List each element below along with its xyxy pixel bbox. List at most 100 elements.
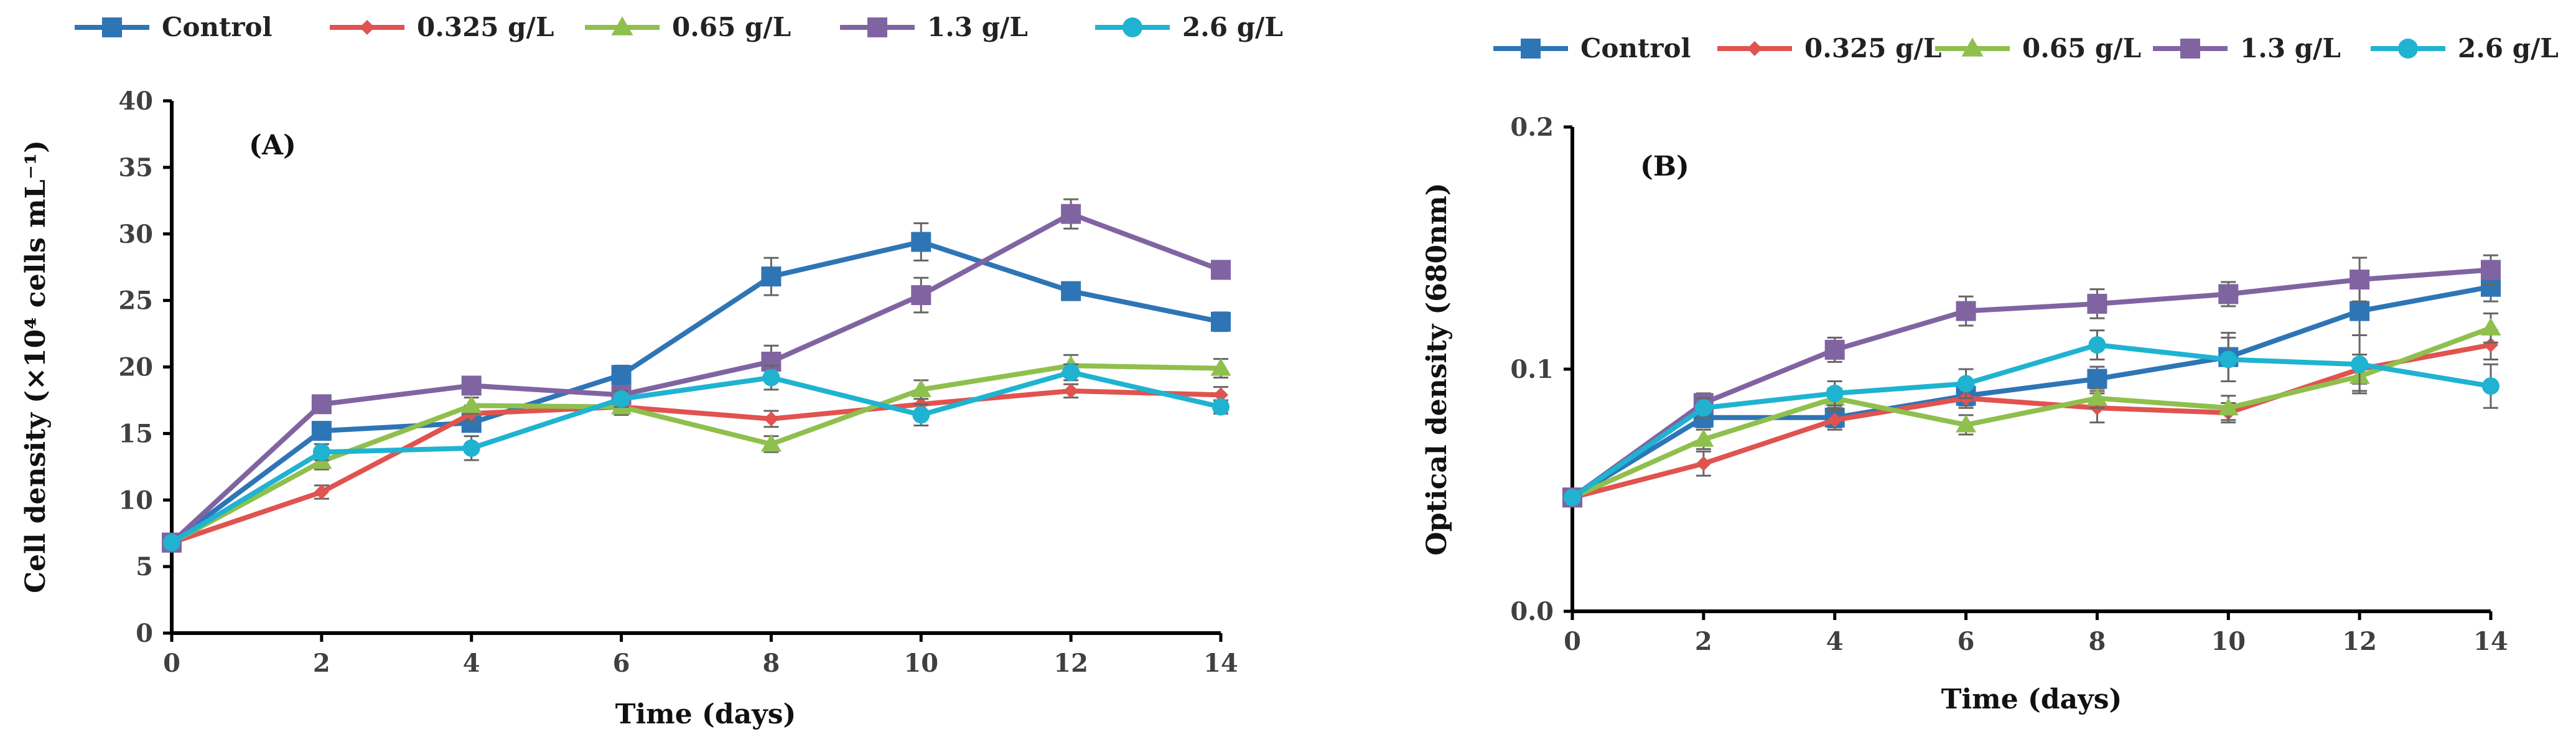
legend-label: 2.6 g/L [1182,12,1283,42]
legend-label: 0.325 g/L [417,12,554,42]
data-point [461,375,482,396]
legend-marker [1521,39,1541,59]
data-point [462,439,480,457]
y-tick-label: 0.2 [1510,113,1554,142]
data-point [1210,358,1231,376]
legend-marker [611,16,633,35]
y-tick-label: 5 [136,552,153,581]
data-point [2350,270,2370,290]
y-tick-label: 40 [118,87,153,116]
panel-label-b: (B) [1640,151,1689,182]
x-tick-label: 4 [1826,627,1844,656]
axes-a: 0 5 10 15 20 25 30 35 40 0 2 4 6 8 10 12 14 [118,87,1238,678]
x-tick-label: 2 [313,649,330,678]
data-point [2218,397,2239,416]
legend-label: Control [162,12,272,42]
data-point [1696,456,1711,471]
legend-item: 0.65 g/L [585,12,791,42]
data-point [1564,489,1581,507]
legend-label: 1.3 g/L [2240,33,2341,63]
legend-marker [1961,37,1984,57]
legend-item: 0.325 g/L [1717,33,1941,63]
x-tick-label: 6 [613,649,630,678]
data-point [2480,317,2501,336]
data-point [611,365,632,385]
legend-item: 0.65 g/L [1935,33,2141,63]
x-tick-label: 0 [1564,627,1581,656]
legend-label: 2.6 g/L [2458,33,2559,63]
data-point [1827,412,1842,428]
legend-label: Control [1580,33,1691,63]
series-line [1571,326,2492,500]
y-tick-label: 20 [118,353,153,382]
data-point [1212,398,1230,416]
data-point [2087,293,2107,314]
data-point [1826,384,1844,402]
data-point [2483,337,2498,353]
data-point [1063,383,1079,398]
series-2-6-g-l [163,363,1230,552]
data-point [910,379,931,397]
series-line [1571,342,2491,501]
series-line [170,211,1222,545]
data-point [1956,301,1976,321]
legend-marker [2398,39,2418,59]
data-point [314,484,329,500]
data-point [163,533,180,552]
y-axis-label-b: Optical density (680nm) [1421,183,1453,556]
y-tick-label: 30 [118,220,153,249]
data-point [760,433,782,452]
x-tick-label: 14 [2473,627,2508,656]
data-point [912,406,930,424]
legend-marker [1747,41,1762,56]
plot-area-b [1562,254,2501,508]
data-point [1694,399,1712,417]
series-line [1570,267,2491,500]
series-2-6-g-l [1564,329,2499,507]
data-point [1211,311,1231,332]
data-point [2481,260,2501,280]
data-point [612,390,630,408]
legend-label: 0.65 g/L [2022,33,2141,63]
legend-item: Control [75,12,272,42]
x-tick-label: 6 [1958,627,1975,656]
data-point [2351,355,2369,374]
data-point [2087,369,2107,389]
data-point [2086,388,2107,406]
data-point [1061,281,1081,301]
series-line [170,388,1221,545]
data-point [312,443,330,461]
y-tick-label: 0.1 [1510,355,1554,384]
series-line [170,370,1221,545]
x-tick-label: 10 [903,649,938,678]
data-point [2219,350,2238,369]
legend-item: 2.6 g/L [1095,12,1283,42]
y-tick-label: 0 [136,619,153,648]
legend-item: Control [1493,33,1691,63]
data-point [1061,204,1081,224]
legend-item: 2.6 g/L [2371,33,2559,63]
series-line [170,239,1221,545]
x-axis-label-a: Time (days) [615,698,796,730]
data-point [911,285,931,306]
y-tick-label: 15 [118,419,153,448]
legend-item: 0.325 g/L [330,12,554,42]
data-point [2088,336,2106,354]
legend-item: 1.3 g/L [2153,33,2341,63]
data-point [2218,284,2239,304]
series-0-65-g-l [1562,313,2501,505]
data-point [911,232,931,252]
x-tick-label: 10 [2211,627,2246,656]
x-tick-label: 2 [1695,627,1712,656]
data-point [763,411,779,426]
data-point [1062,364,1080,382]
legend-marker [1122,17,1142,37]
chart-panel-b: Control 0.325 g/L 0.65 g/L 1.3 g/L 2.6 g/L (… [1421,33,2559,715]
data-point [1824,339,1845,360]
data-point [1211,260,1231,280]
data-point [2482,377,2499,395]
series-line [1570,284,2491,500]
legend-marker [102,17,122,37]
legend-a: Control 0.325 g/L 0.65 g/L 1.3 g/L 2.6 g/L [75,12,1283,42]
